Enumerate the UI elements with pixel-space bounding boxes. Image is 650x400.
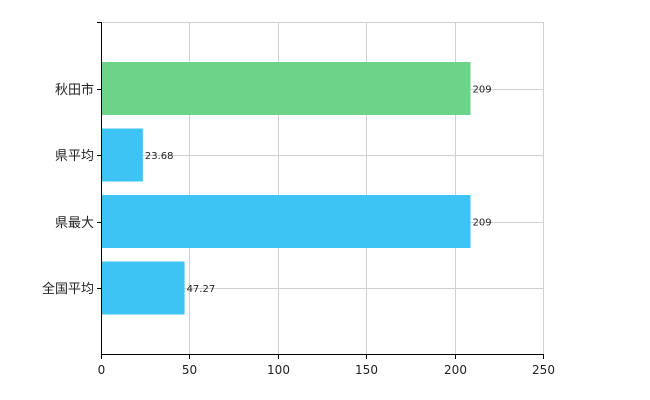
x-tick-label: 100 — [267, 363, 290, 377]
data-label: 47.27 — [187, 284, 216, 295]
data-label: 23.68 — [145, 151, 174, 162]
axes-layer — [97, 22, 544, 359]
bar — [102, 62, 471, 115]
bar — [102, 261, 185, 315]
x-tick-label: 250 — [532, 363, 555, 377]
bar — [102, 128, 143, 182]
data-label: 209 — [473, 85, 492, 96]
x-tick-label: 150 — [355, 363, 378, 377]
x-tick-label: 0 — [98, 363, 106, 377]
category-label: 全国平均 — [42, 281, 94, 297]
category-label: 秋田市 — [55, 82, 94, 98]
category-label: 県平均 — [55, 149, 94, 164]
data-label: 209 — [473, 218, 492, 229]
category-label: 県最大 — [55, 216, 94, 231]
bars-layer — [102, 62, 471, 315]
x-tick-label: 50 — [182, 363, 197, 377]
x-tick-label: 200 — [444, 363, 467, 377]
bar — [102, 195, 471, 248]
